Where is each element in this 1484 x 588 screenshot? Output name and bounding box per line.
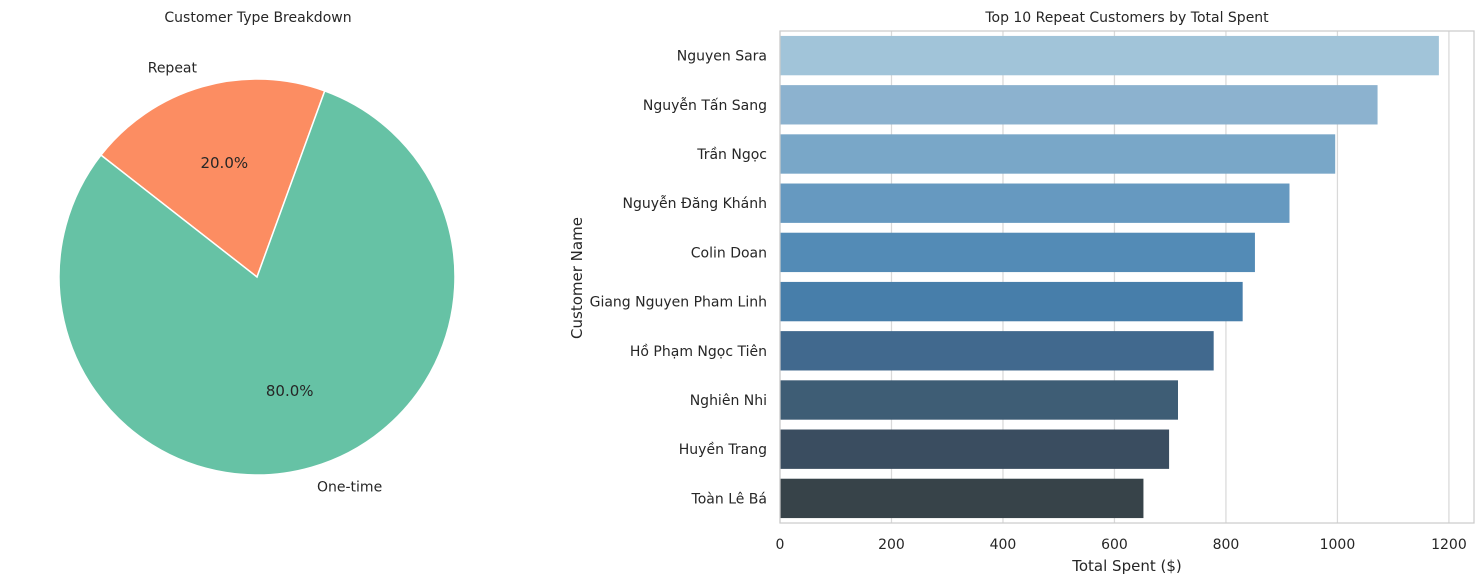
x-tick-label: 800 xyxy=(1213,537,1240,553)
bar-giang-nguyen-pham-linh xyxy=(780,281,1243,322)
pie-slice-one-time xyxy=(58,89,456,476)
bar-huyen-trang xyxy=(780,429,1170,469)
y-tick-label: Giang Nguyen Pham Linh xyxy=(590,295,767,311)
pie-pct-repeat: 20.0% xyxy=(200,154,248,172)
pie-labels: Repeat 20.0% One-time 80.0% xyxy=(148,61,382,496)
pie-label-repeat: Repeat xyxy=(148,61,198,77)
bar-nguyen-sara xyxy=(780,35,1439,76)
bar-chart: Top 10 Repeat Customers by Total Spent N… xyxy=(568,10,1475,575)
x-tick-label: 200 xyxy=(878,537,905,553)
pie-label-one-time: One-time xyxy=(317,479,382,495)
bar-nguyen-tan-sang xyxy=(780,85,1378,125)
x-tick-label: 0 xyxy=(776,537,785,553)
pie-slices xyxy=(58,78,456,476)
y-tick-label: Nguyễn Tấn Sang xyxy=(643,97,767,114)
bar-nguyen-dang-khanh xyxy=(780,183,1290,223)
bar-toan-le-ba xyxy=(780,478,1144,519)
bar-tran-ngoc xyxy=(780,134,1336,174)
bar-nghien-nhi xyxy=(780,380,1178,420)
bar-series xyxy=(780,35,1439,519)
x-tick-label: 600 xyxy=(1101,537,1128,553)
y-tick-label: Nghiên Nhi xyxy=(690,393,767,409)
bar-colin-doan xyxy=(780,232,1255,273)
x-tick-label: 1000 xyxy=(1320,537,1356,553)
y-tick-label: Hồ Phạm Ngọc Tiên xyxy=(630,343,767,360)
x-tick-labels: 0 200 400 600 800 1000 1200 xyxy=(776,537,1467,553)
y-tick-label: Trần Ngọc xyxy=(696,147,767,163)
y-tick-label: Nguyen Sara xyxy=(677,49,767,65)
y-tick-labels: Nguyen Sara Nguyễn Tấn Sang Trần Ngọc Nguyễ… xyxy=(590,49,767,508)
y-tick-label: Colin Doan xyxy=(691,245,767,261)
y-tick-label: Huyền Trang xyxy=(679,441,767,458)
bar-ho-pham-ngoc-tien xyxy=(780,331,1214,371)
plot-frame xyxy=(779,30,1475,524)
y-tick-label: Toàn Lê Bá xyxy=(691,491,767,507)
pie-pct-one-time: 80.0% xyxy=(266,382,314,400)
pie-slice-repeat xyxy=(99,78,326,279)
x-axis-label: Total Spent ($) xyxy=(1071,557,1181,575)
y-axis-label: Customer Name xyxy=(568,217,586,339)
pie-chart: Customer Type Breakdown Repeat 20.0% One-t… xyxy=(58,10,456,496)
x-tick-label: 1200 xyxy=(1431,537,1467,553)
pie-title: Customer Type Breakdown xyxy=(164,10,351,26)
y-tick-label: Nguyễn Đăng Khánh xyxy=(623,195,767,212)
bar-title: Top 10 Repeat Customers by Total Spent xyxy=(984,10,1269,26)
x-tick-label: 400 xyxy=(990,537,1017,553)
